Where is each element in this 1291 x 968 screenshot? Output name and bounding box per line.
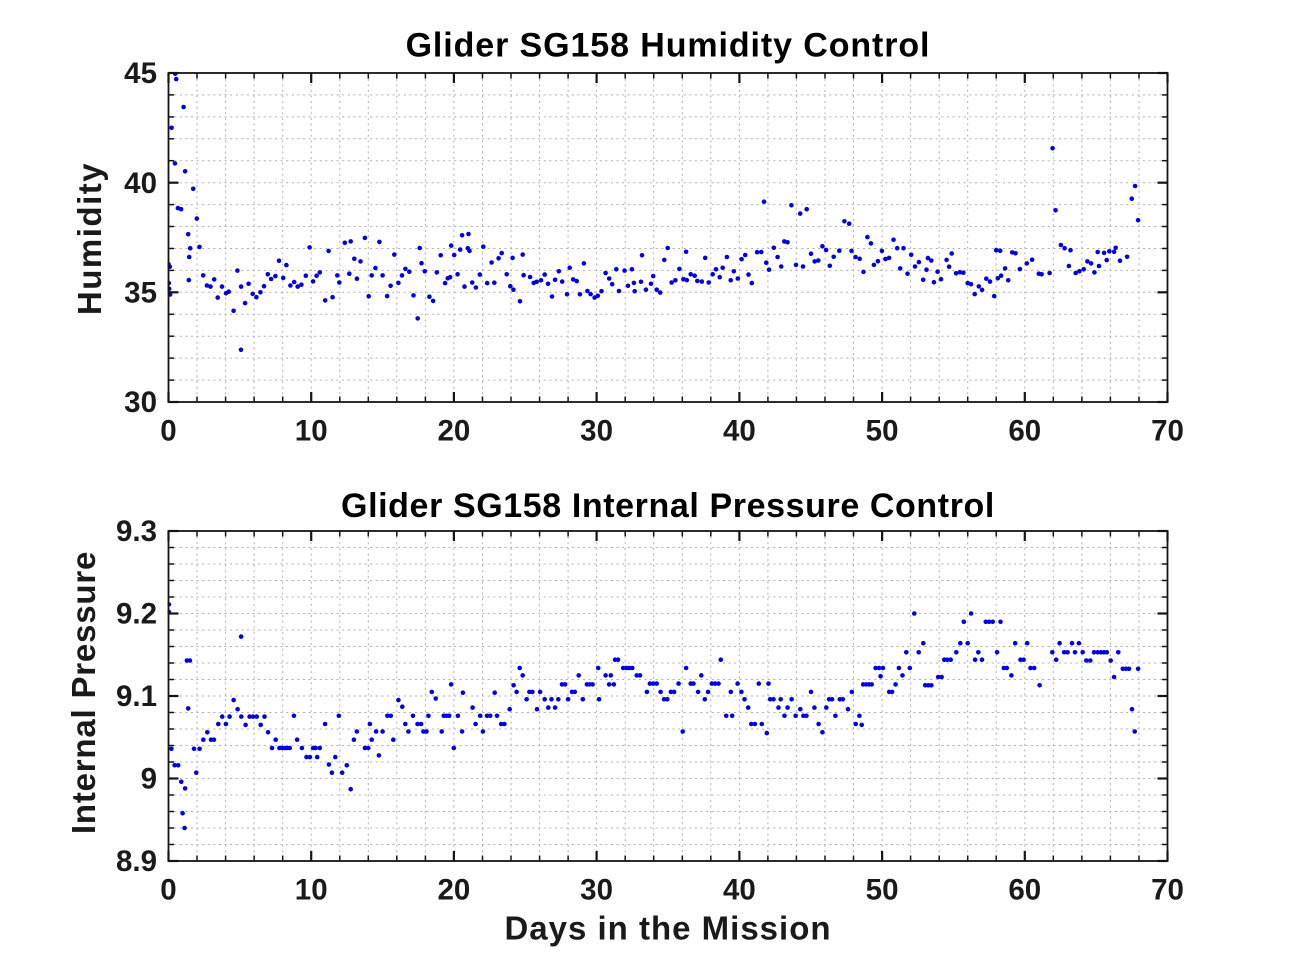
- svg-text:9.3: 9.3: [116, 515, 157, 548]
- svg-text:60: 60: [1008, 414, 1041, 447]
- svg-text:0: 0: [160, 873, 176, 906]
- svg-text:8.9: 8.9: [116, 845, 157, 878]
- svg-text:Glider SG158 Humidity Control: Glider SG158 Humidity Control: [406, 27, 931, 65]
- svg-text:9.2: 9.2: [116, 598, 157, 631]
- svg-text:35: 35: [124, 277, 157, 310]
- svg-text:9.1: 9.1: [116, 680, 157, 713]
- svg-text:40: 40: [723, 414, 756, 447]
- svg-text:40: 40: [124, 167, 157, 200]
- svg-text:0: 0: [160, 414, 176, 447]
- svg-text:Days in the Mission: Days in the Mission: [504, 910, 831, 947]
- svg-text:40: 40: [723, 873, 756, 906]
- svg-text:30: 30: [124, 386, 157, 419]
- svg-text:20: 20: [437, 414, 470, 447]
- svg-text:Humidity: Humidity: [71, 162, 108, 315]
- svg-text:45: 45: [124, 57, 157, 90]
- svg-text:10: 10: [295, 873, 328, 906]
- svg-text:9: 9: [141, 763, 157, 796]
- svg-text:Glider SG158 Internal Pressure: Glider SG158 Internal Pressure Control: [341, 487, 995, 525]
- svg-text:20: 20: [437, 873, 470, 906]
- svg-text:Internal Pressure: Internal Pressure: [65, 551, 102, 834]
- svg-text:50: 50: [866, 414, 899, 447]
- svg-text:70: 70: [1151, 414, 1184, 447]
- svg-text:30: 30: [580, 414, 613, 447]
- svg-text:70: 70: [1151, 873, 1184, 906]
- svg-text:10: 10: [295, 414, 328, 447]
- svg-text:30: 30: [580, 873, 613, 906]
- svg-text:60: 60: [1008, 873, 1041, 906]
- svg-text:50: 50: [866, 873, 899, 906]
